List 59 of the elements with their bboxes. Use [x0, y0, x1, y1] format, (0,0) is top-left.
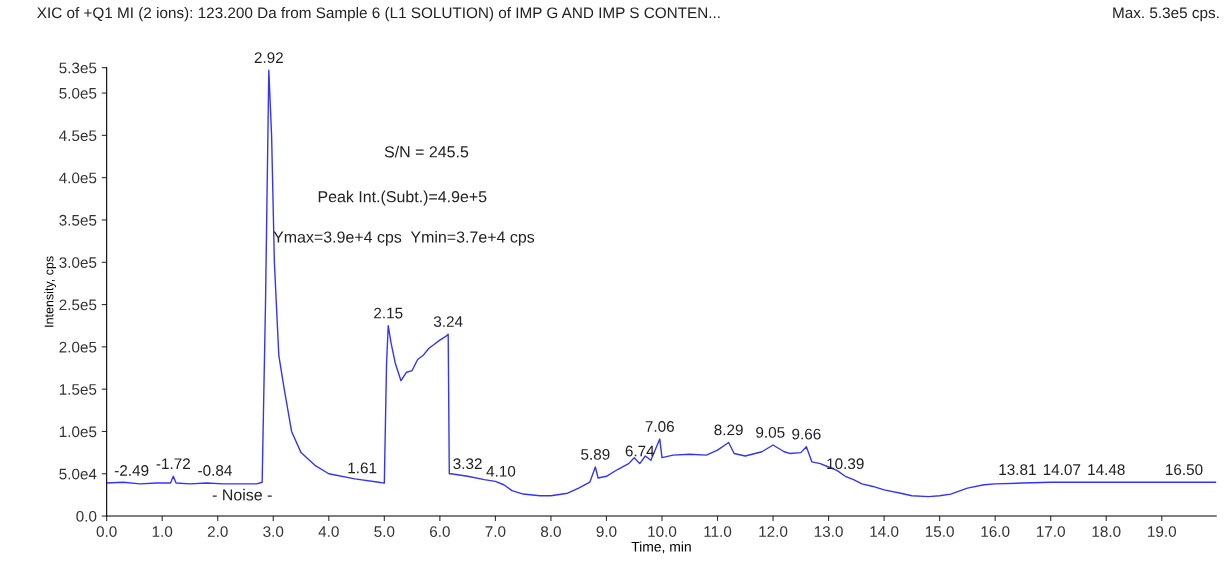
annotation: 14.48 [1088, 464, 1125, 476]
y-tick-label: 2.0e5 [59, 341, 97, 353]
annotation: 13.81 [999, 464, 1036, 476]
x-axis-title: Time, min [631, 541, 691, 554]
annotation: 1.61 [348, 462, 377, 474]
y-tick-label: 0.0 [76, 510, 97, 522]
x-tick-label: 10.0 [648, 526, 677, 537]
annotation: 7.06 [645, 421, 674, 432]
annotation: -1.72 [156, 458, 190, 469]
annotation: S/N = 245.5 [384, 145, 469, 158]
annotation: 9.05 [756, 426, 785, 438]
y-tick-label: 5.0e5 [59, 87, 97, 99]
x-tick-label: 12.0 [759, 526, 788, 537]
annotation: - Noise - [212, 488, 272, 501]
annotation: 6.74 [625, 445, 655, 457]
annotation: 2.92 [254, 52, 283, 64]
annotation: 5.89 [581, 448, 610, 460]
annotation: -2.49 [114, 465, 149, 476]
y-tick-label: 4.5e5 [59, 130, 97, 142]
annotation: Peak Int.(Subt.)=4.9e+5 [318, 190, 487, 206]
x-tick-label: 5.0 [374, 526, 395, 537]
annotation: 16.50 [1166, 464, 1203, 476]
x-tick-label: 15.0 [925, 526, 954, 537]
x-tick-label: 8.0 [540, 526, 561, 537]
y-tick-label: 5.0e4 [59, 468, 97, 480]
annotation: 3.24 [433, 316, 463, 327]
x-tick-label: 1.0 [152, 526, 173, 537]
x-tick-label: 18.0 [1092, 526, 1121, 537]
x-tick-label: 14.0 [870, 526, 899, 537]
y-tick-label: 4.0e5 [59, 172, 97, 184]
x-tick-label: 16.0 [981, 526, 1010, 537]
annotation: 9.66 [792, 428, 821, 440]
annotation: -0.84 [198, 465, 232, 476]
x-tick-label: 0.0 [96, 526, 117, 537]
x-tick-label: 17.0 [1037, 526, 1065, 537]
y-tick-label: 2.5e5 [59, 299, 97, 311]
x-tick-label: 7.0 [485, 526, 506, 537]
chart-subtitle: Max. 5.3e5 cps. [1113, 7, 1219, 22]
annotation: 10.39 [827, 458, 864, 470]
y-tick-label: 3.5e5 [59, 214, 97, 226]
x-tick-label: 4.0 [318, 526, 339, 537]
x-tick-label: 13.0 [814, 526, 843, 537]
annotation: 4.10 [486, 465, 516, 477]
annotation: 3.32 [453, 458, 482, 470]
annotation: 8.29 [714, 424, 743, 436]
y-tick-label: 3.0e5 [59, 257, 97, 268]
y-axis-title: Intensity, cps [44, 256, 56, 327]
x-tick-label: 9.0 [596, 526, 617, 537]
annotation: 14.07 [1043, 464, 1081, 476]
x-tick-label: 11.0 [704, 526, 732, 537]
x-tick-label: 2.0 [207, 526, 228, 537]
y-tick-label: 1.5e5 [59, 384, 97, 395]
y-tick-label: 5.3e5 [59, 62, 97, 74]
x-tick-label: 3.0 [263, 526, 284, 537]
chart-title: XIC of +Q1 MI (2 ions): 123.200 Da from Sample 6 (L1 SOLUTION) of IMP G AND IMP S CONTEN... [37, 6, 720, 22]
x-tick-label: 6.0 [430, 526, 450, 537]
annotation: 2.15 [374, 307, 403, 319]
x-tick-label: 19.0 [1148, 526, 1177, 537]
y-tick-label: 1.0e5 [59, 426, 97, 438]
